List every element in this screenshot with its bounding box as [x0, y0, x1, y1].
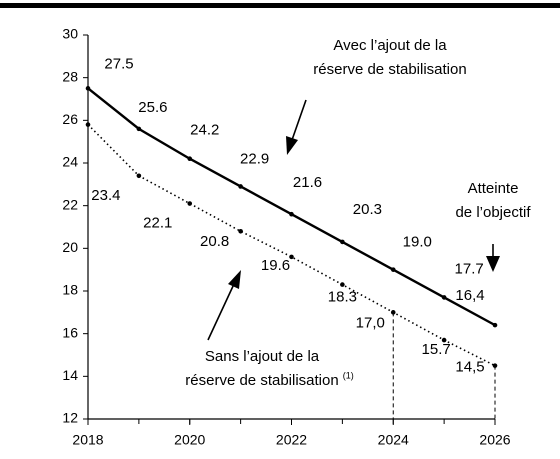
value-label: 16,4 — [455, 287, 484, 304]
point — [340, 282, 345, 287]
arrows — [207, 99, 500, 341]
annotation: de l’objectif — [455, 204, 531, 221]
y-tick-label: 12 — [62, 410, 78, 426]
value-label: 21.6 — [293, 174, 322, 191]
y-tick-label: 14 — [62, 367, 78, 383]
annotation: réserve de stabilisation — [185, 372, 338, 389]
annotation: Sans l’ajout de la — [205, 348, 320, 365]
value-label: 17.7 — [455, 260, 484, 277]
value-label: 19.6 — [261, 257, 290, 274]
point — [85, 122, 91, 127]
point — [289, 211, 294, 217]
arrowhead — [486, 256, 500, 272]
y-tick-label: 20 — [62, 239, 78, 255]
y-tick-label: 30 — [62, 26, 78, 42]
point — [85, 86, 91, 91]
y-tick-label: 26 — [62, 111, 78, 127]
value-label: 18.3 — [328, 289, 357, 306]
series-line — [87, 87, 496, 327]
y-tick-label: 28 — [62, 68, 78, 84]
value-label: 24.2 — [190, 122, 219, 139]
value-label: 19.0 — [403, 234, 432, 251]
value-label: 23.4 — [91, 187, 120, 204]
value-label: 17,0 — [356, 314, 385, 331]
arrow — [207, 283, 235, 341]
point — [136, 126, 142, 132]
point — [390, 267, 396, 272]
annotation: réserve de stabilisation — [313, 61, 466, 78]
arrowhead — [286, 136, 298, 155]
value-label: 15.7 — [422, 341, 451, 358]
y-tick-label: 18 — [62, 282, 78, 298]
point — [187, 201, 193, 206]
value-label: 22.1 — [143, 215, 172, 232]
point — [390, 310, 396, 315]
point — [492, 363, 498, 368]
point — [340, 239, 345, 245]
arrow — [291, 99, 307, 141]
x-tick-label: 2024 — [378, 432, 409, 448]
y-tick-label: 24 — [62, 154, 78, 170]
annotation: Avec l’ajout de la — [333, 37, 447, 54]
annotation-note: (1) — [343, 370, 354, 380]
annotation: Atteinte — [468, 180, 519, 197]
point — [238, 184, 243, 189]
point — [136, 173, 142, 179]
point — [441, 337, 447, 343]
arrowhead — [228, 270, 241, 289]
point — [187, 156, 193, 162]
value-label: 20.3 — [353, 201, 382, 218]
y-tick-label: 22 — [62, 196, 78, 212]
value-label: 25.6 — [138, 99, 167, 116]
value-label: 22.9 — [240, 150, 269, 167]
x-tick-label: 2020 — [174, 432, 205, 448]
point — [492, 322, 498, 328]
point — [441, 295, 447, 300]
series-line — [87, 124, 496, 367]
point — [289, 254, 294, 260]
top-rule — [0, 3, 560, 8]
x-tick-label: 2022 — [276, 432, 307, 448]
x-tick-label: 2018 — [72, 432, 103, 448]
point — [238, 228, 243, 234]
y-tick-label: 16 — [62, 324, 78, 340]
value-label: 20.8 — [200, 233, 229, 250]
x-tick-label: 2026 — [479, 432, 510, 448]
value-label: 27.5 — [104, 55, 133, 72]
value-label: 14,5 — [455, 359, 484, 376]
